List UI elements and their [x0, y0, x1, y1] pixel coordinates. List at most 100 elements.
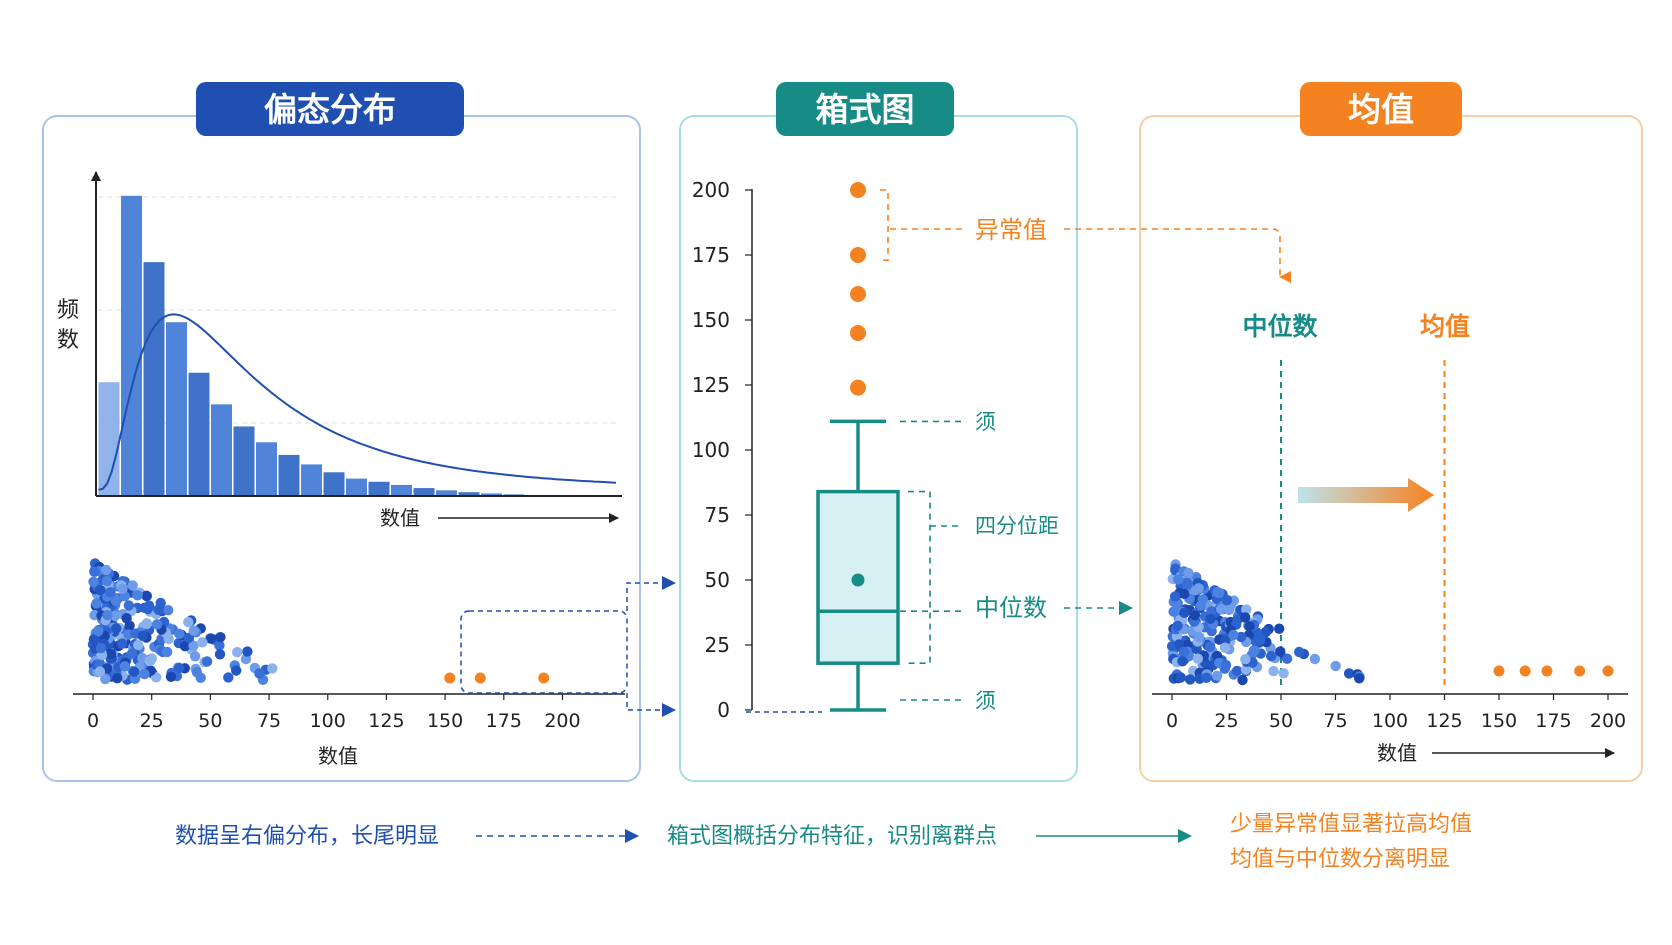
strip1-tick-label: 175	[486, 710, 522, 732]
strip-dot	[119, 661, 131, 672]
strip-dot	[137, 630, 148, 641]
skew-strip-dots	[87, 558, 550, 685]
strip-dot	[223, 672, 234, 683]
strip-dot	[174, 628, 185, 639]
strip-dot	[174, 662, 185, 674]
strip-dot	[242, 646, 253, 657]
strip-dot	[1205, 613, 1216, 624]
strip-dot	[1220, 659, 1232, 671]
strip-dot	[267, 663, 278, 674]
hist-bar	[346, 478, 367, 496]
strip-dot	[1178, 646, 1190, 658]
strip-dot	[1221, 594, 1233, 606]
strip-dot	[1240, 664, 1252, 675]
outlier-dot	[1493, 665, 1505, 677]
strip-dot	[127, 580, 138, 591]
hist-y-label-2: 数	[57, 328, 79, 353]
skew-title: 偏态分布	[264, 90, 396, 129]
strip-dot	[1183, 567, 1194, 579]
box-y-ticks: 0 25 50 75 100 125 150 175 200	[692, 178, 752, 722]
strip-dot	[1189, 610, 1201, 621]
caption-box: 箱式图概括分布特征，识别离群点	[667, 824, 997, 849]
strip-dot	[89, 566, 100, 577]
hist-bar	[413, 488, 435, 496]
strip-dot	[231, 665, 242, 676]
box-annotations: 异常值 须 四分位距 中位数 须	[975, 216, 1059, 713]
box-tick-label: 50	[705, 568, 730, 592]
caption-mean-2: 均值与中位数分离明显	[1230, 847, 1450, 872]
strip-dot	[1266, 650, 1277, 662]
strip-dot	[1241, 604, 1252, 615]
strip-dot	[1244, 621, 1255, 632]
strip-dot	[93, 625, 104, 637]
strip-dot	[214, 640, 225, 651]
strip1-x-label: 数值	[318, 744, 358, 768]
outlier-dot	[1519, 665, 1531, 677]
strip-dot	[165, 671, 177, 682]
strip-dot	[117, 638, 128, 649]
strip-dot	[1175, 672, 1187, 683]
caption-skew: 数据呈右偏分布，长尾明显	[175, 824, 439, 849]
hist-bar	[233, 426, 255, 496]
box-tick-label: 200	[692, 178, 730, 202]
mean-title: 均值	[1348, 90, 1414, 129]
strip-dot	[94, 666, 106, 677]
strip-dot	[163, 605, 174, 616]
strip-dot	[1278, 668, 1289, 679]
strip-dot	[189, 651, 201, 662]
strip-dot	[1197, 594, 1209, 605]
strip-dot	[201, 656, 213, 667]
box-title: 箱式图	[816, 90, 915, 129]
hist-bar	[278, 454, 300, 496]
hist-bar	[301, 464, 322, 496]
strip1-tick-label: 25	[140, 710, 164, 732]
hist-bar	[458, 492, 480, 496]
strip-dot	[129, 666, 140, 677]
strip-dot	[95, 642, 107, 654]
strip3-tick-label: 75	[1323, 710, 1347, 732]
strip-dot	[1275, 646, 1286, 657]
mean-panel-median-label: 中位数	[1242, 312, 1318, 341]
strip-dot	[1170, 563, 1181, 574]
strip-dot	[105, 587, 116, 598]
strip-dot	[1354, 673, 1365, 684]
hist-y-label-1: 频	[57, 298, 79, 323]
strip3-tick-label: 175	[1535, 710, 1571, 732]
mean-strip-dots	[1166, 559, 1614, 686]
strip-dot	[110, 596, 122, 607]
strip-dot	[1255, 634, 1266, 646]
hist-bar	[121, 195, 142, 497]
strip3-tick-label: 150	[1481, 710, 1517, 732]
strip-dot	[1330, 660, 1341, 672]
strip-dot	[1240, 612, 1251, 623]
strip1-tick-label: 125	[368, 710, 404, 732]
strip-dot	[1201, 672, 1212, 683]
strip-dot	[121, 613, 132, 624]
strip3-tick-label: 50	[1269, 710, 1293, 732]
strip-dot	[1249, 645, 1260, 656]
strip-dot	[1309, 653, 1321, 665]
strip-dot	[1177, 656, 1188, 667]
strip-dot	[126, 648, 138, 659]
strip-dot	[161, 646, 173, 658]
outlier-link-arrow-upper	[626, 576, 676, 611]
hist-bar	[98, 382, 120, 496]
outlier-link-arrow-lower	[626, 693, 676, 717]
mean-title-pill	[1300, 82, 1462, 136]
strip1-tick-label: 100	[310, 710, 346, 732]
strip-dot	[214, 649, 226, 660]
median-label: 中位数	[975, 594, 1047, 622]
outlier-dot	[1602, 665, 1614, 677]
strip-dot	[106, 648, 117, 660]
strip-dot	[109, 610, 121, 622]
outlier-dot	[1541, 665, 1553, 677]
strip-dot	[1168, 606, 1179, 617]
box-tick-label: 125	[692, 373, 730, 397]
strip-dot	[179, 641, 191, 652]
strip-dot	[1240, 654, 1251, 665]
strip-dot	[1237, 674, 1248, 686]
box-tick-label: 25	[705, 633, 730, 657]
strip-dot	[91, 598, 102, 609]
density-curve	[98, 313, 617, 491]
strip-dot	[232, 647, 243, 658]
